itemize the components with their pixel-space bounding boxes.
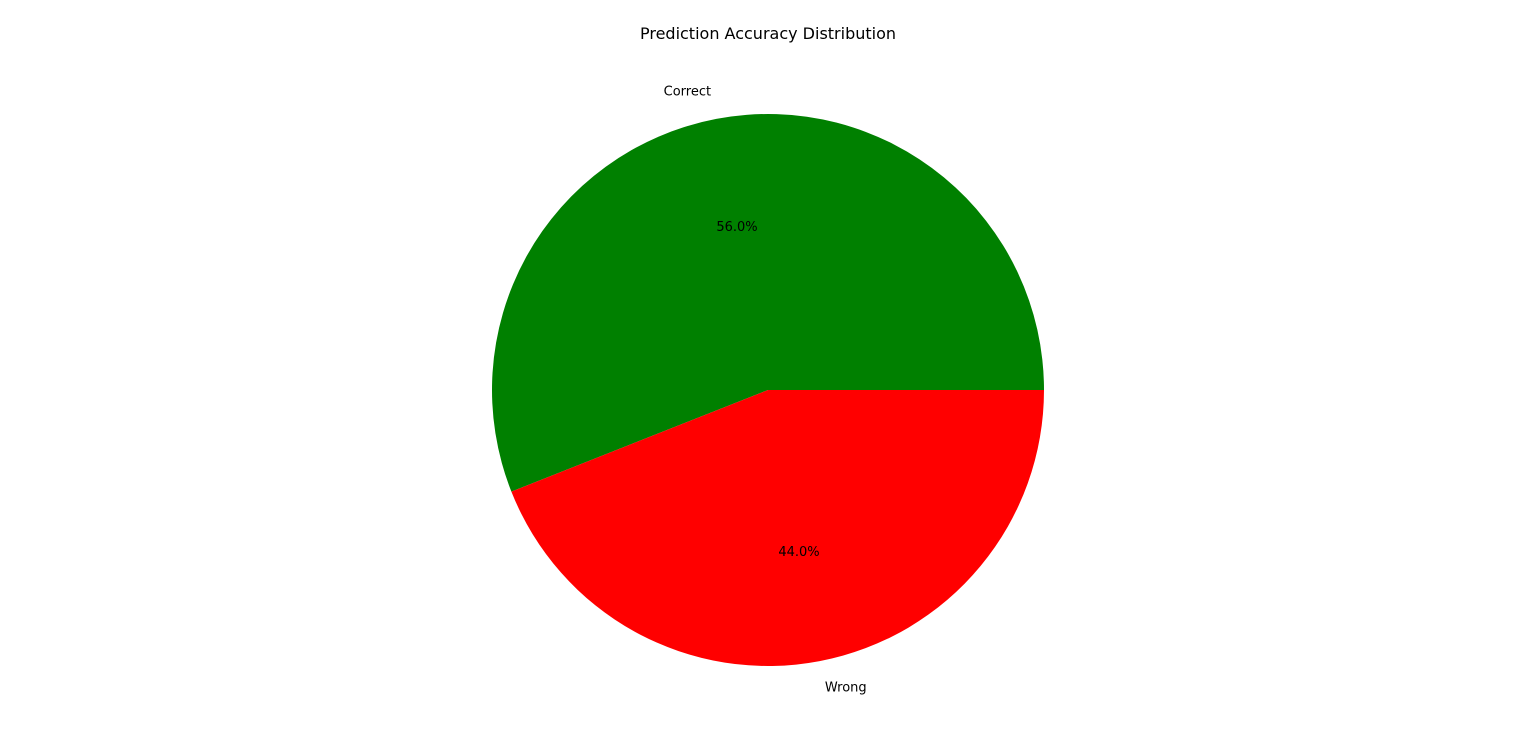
chart-title: Prediction Accuracy Distribution — [640, 24, 896, 43]
pie-slice-wrong — [511, 390, 1044, 667]
pie-slices — [492, 114, 1045, 667]
slice-label-wrong: Wrong — [825, 681, 867, 696]
pie-labels: Correct 56.0% Wrong 44.0% — [664, 84, 867, 695]
slice-percent-correct: 56.0% — [716, 220, 757, 235]
slice-percent-wrong: 44.0% — [778, 545, 819, 560]
pie-slice-correct — [492, 114, 1045, 492]
slice-label-correct: Correct — [664, 84, 711, 99]
